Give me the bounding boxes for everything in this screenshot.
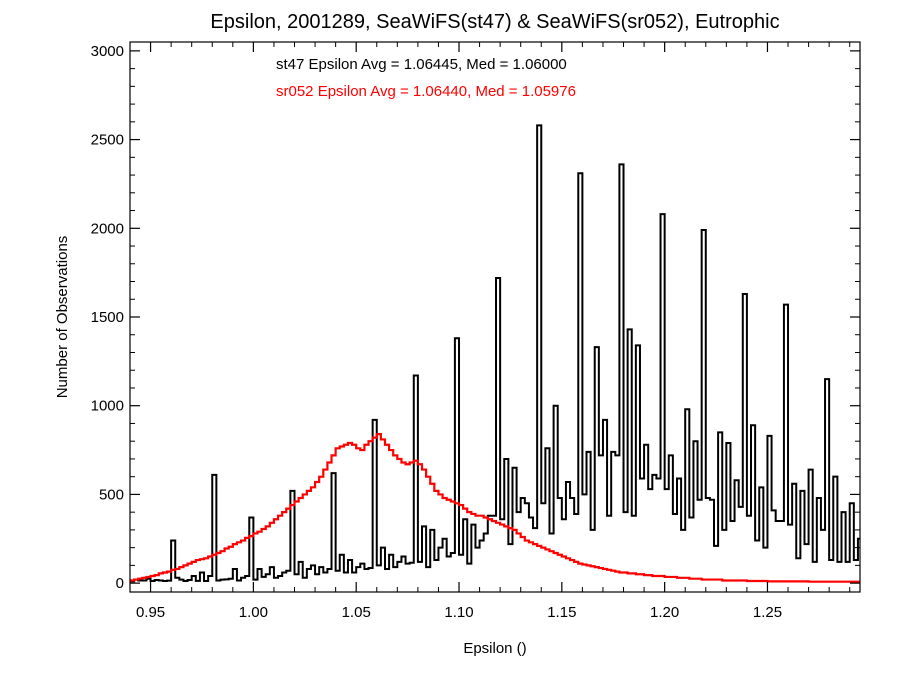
series-st47-histogram	[130, 124, 860, 584]
x-tick-label: 1.10	[444, 604, 473, 621]
x-tick-label: 1.05	[342, 604, 371, 621]
y-tick-label: 2500	[91, 132, 124, 149]
series-sr052-histogram	[130, 433, 860, 584]
x-tick-label: 1.00	[239, 604, 268, 621]
x-tick-label: 1.15	[547, 604, 576, 621]
x-axis-label: Epsilon ()	[463, 640, 526, 657]
x-tick-label: 0.95	[136, 604, 165, 621]
axes: 0 500 1000 1500 2000 2500 3000 0.95 1.00 1.05 1.10…	[91, 41, 861, 621]
y-tick-label: 3000	[91, 43, 124, 60]
y-tick-label: 1000	[91, 398, 124, 415]
y-tick-label: 2000	[91, 220, 124, 237]
y-tick-label: 500	[99, 486, 124, 503]
annotation-st47-stats: st47 Epsilon Avg = 1.06445, Med = 1.0600…	[276, 56, 567, 73]
y-tick-label: 0	[116, 575, 124, 592]
annotation-sr052-stats: sr052 Epsilon Avg = 1.06440, Med = 1.059…	[276, 83, 576, 100]
chart-title: Epsilon, 2001289, SeaWiFS(st47) & SeaWiF…	[210, 11, 779, 33]
plot-area	[130, 124, 860, 584]
y-tick-label: 1500	[91, 309, 124, 326]
x-tick-label: 1.25	[753, 604, 782, 621]
y-axis-label: Number of Observations	[54, 236, 71, 399]
x-tick-label: 1.20	[650, 604, 679, 621]
